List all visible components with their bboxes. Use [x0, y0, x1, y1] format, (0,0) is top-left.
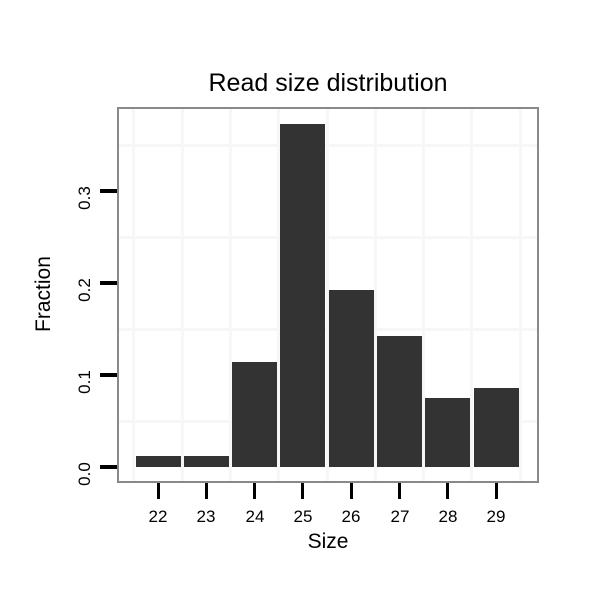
- y-tick-label: 0.3: [75, 186, 94, 210]
- x-tick-label: 27: [390, 507, 410, 526]
- y-tick-label: 0.2: [75, 278, 94, 302]
- y-axis-tick: [100, 465, 117, 469]
- gridline-horizontal-minor: [119, 328, 537, 331]
- x-tick-label: 25: [293, 507, 313, 526]
- x-axis-tick: [253, 483, 256, 499]
- gridline-vertical-minor: [326, 109, 329, 481]
- y-tick-label: 0.0: [75, 462, 94, 486]
- bar-27: [377, 336, 422, 467]
- y-axis-tick: [100, 281, 117, 285]
- gridline-vertical-minor: [132, 109, 135, 481]
- gridline-horizontal-minor: [119, 236, 537, 239]
- x-tick-label: 24: [245, 507, 265, 526]
- bar-25: [280, 124, 325, 467]
- gridline-vertical-minor: [374, 109, 377, 481]
- gridline-vertical-minor: [277, 109, 280, 481]
- plot-panel: [117, 107, 539, 483]
- x-axis-tick: [495, 483, 498, 499]
- y-axis-title: Fraction: [32, 256, 55, 332]
- bar-22: [136, 456, 181, 467]
- y-axis-tick: [100, 373, 117, 377]
- y-tick-label: 0.1: [75, 370, 94, 394]
- gridline-vertical-minor: [470, 109, 473, 481]
- x-axis-tick: [301, 483, 304, 499]
- x-axis-tick: [157, 483, 160, 499]
- chart-title: Read size distribution: [208, 69, 448, 97]
- gridline-vertical-minor: [229, 109, 232, 481]
- y-axis-tick: [100, 189, 117, 193]
- x-tick-label: 26: [341, 507, 361, 526]
- gridline-vertical-minor: [181, 109, 184, 481]
- x-tick-label: 29: [486, 507, 506, 526]
- x-tick-label: 28: [438, 507, 458, 526]
- gridline-vertical-minor: [422, 109, 425, 481]
- x-tick-label: 23: [196, 507, 216, 526]
- bar-26: [329, 290, 374, 467]
- gridline-horizontal-minor: [119, 144, 537, 147]
- bar-28: [425, 398, 470, 467]
- x-axis-tick: [446, 483, 449, 499]
- gridline-horizontal-minor: [119, 420, 537, 423]
- x-axis-tick: [205, 483, 208, 499]
- bar-24: [232, 362, 277, 467]
- gridline-vertical-minor: [519, 109, 522, 481]
- x-axis-tick: [398, 483, 401, 499]
- bar-29: [474, 388, 519, 467]
- x-axis-tick: [350, 483, 353, 499]
- x-axis-title: Size: [307, 530, 349, 553]
- bar-23: [184, 456, 229, 467]
- x-tick-label: 22: [148, 507, 168, 526]
